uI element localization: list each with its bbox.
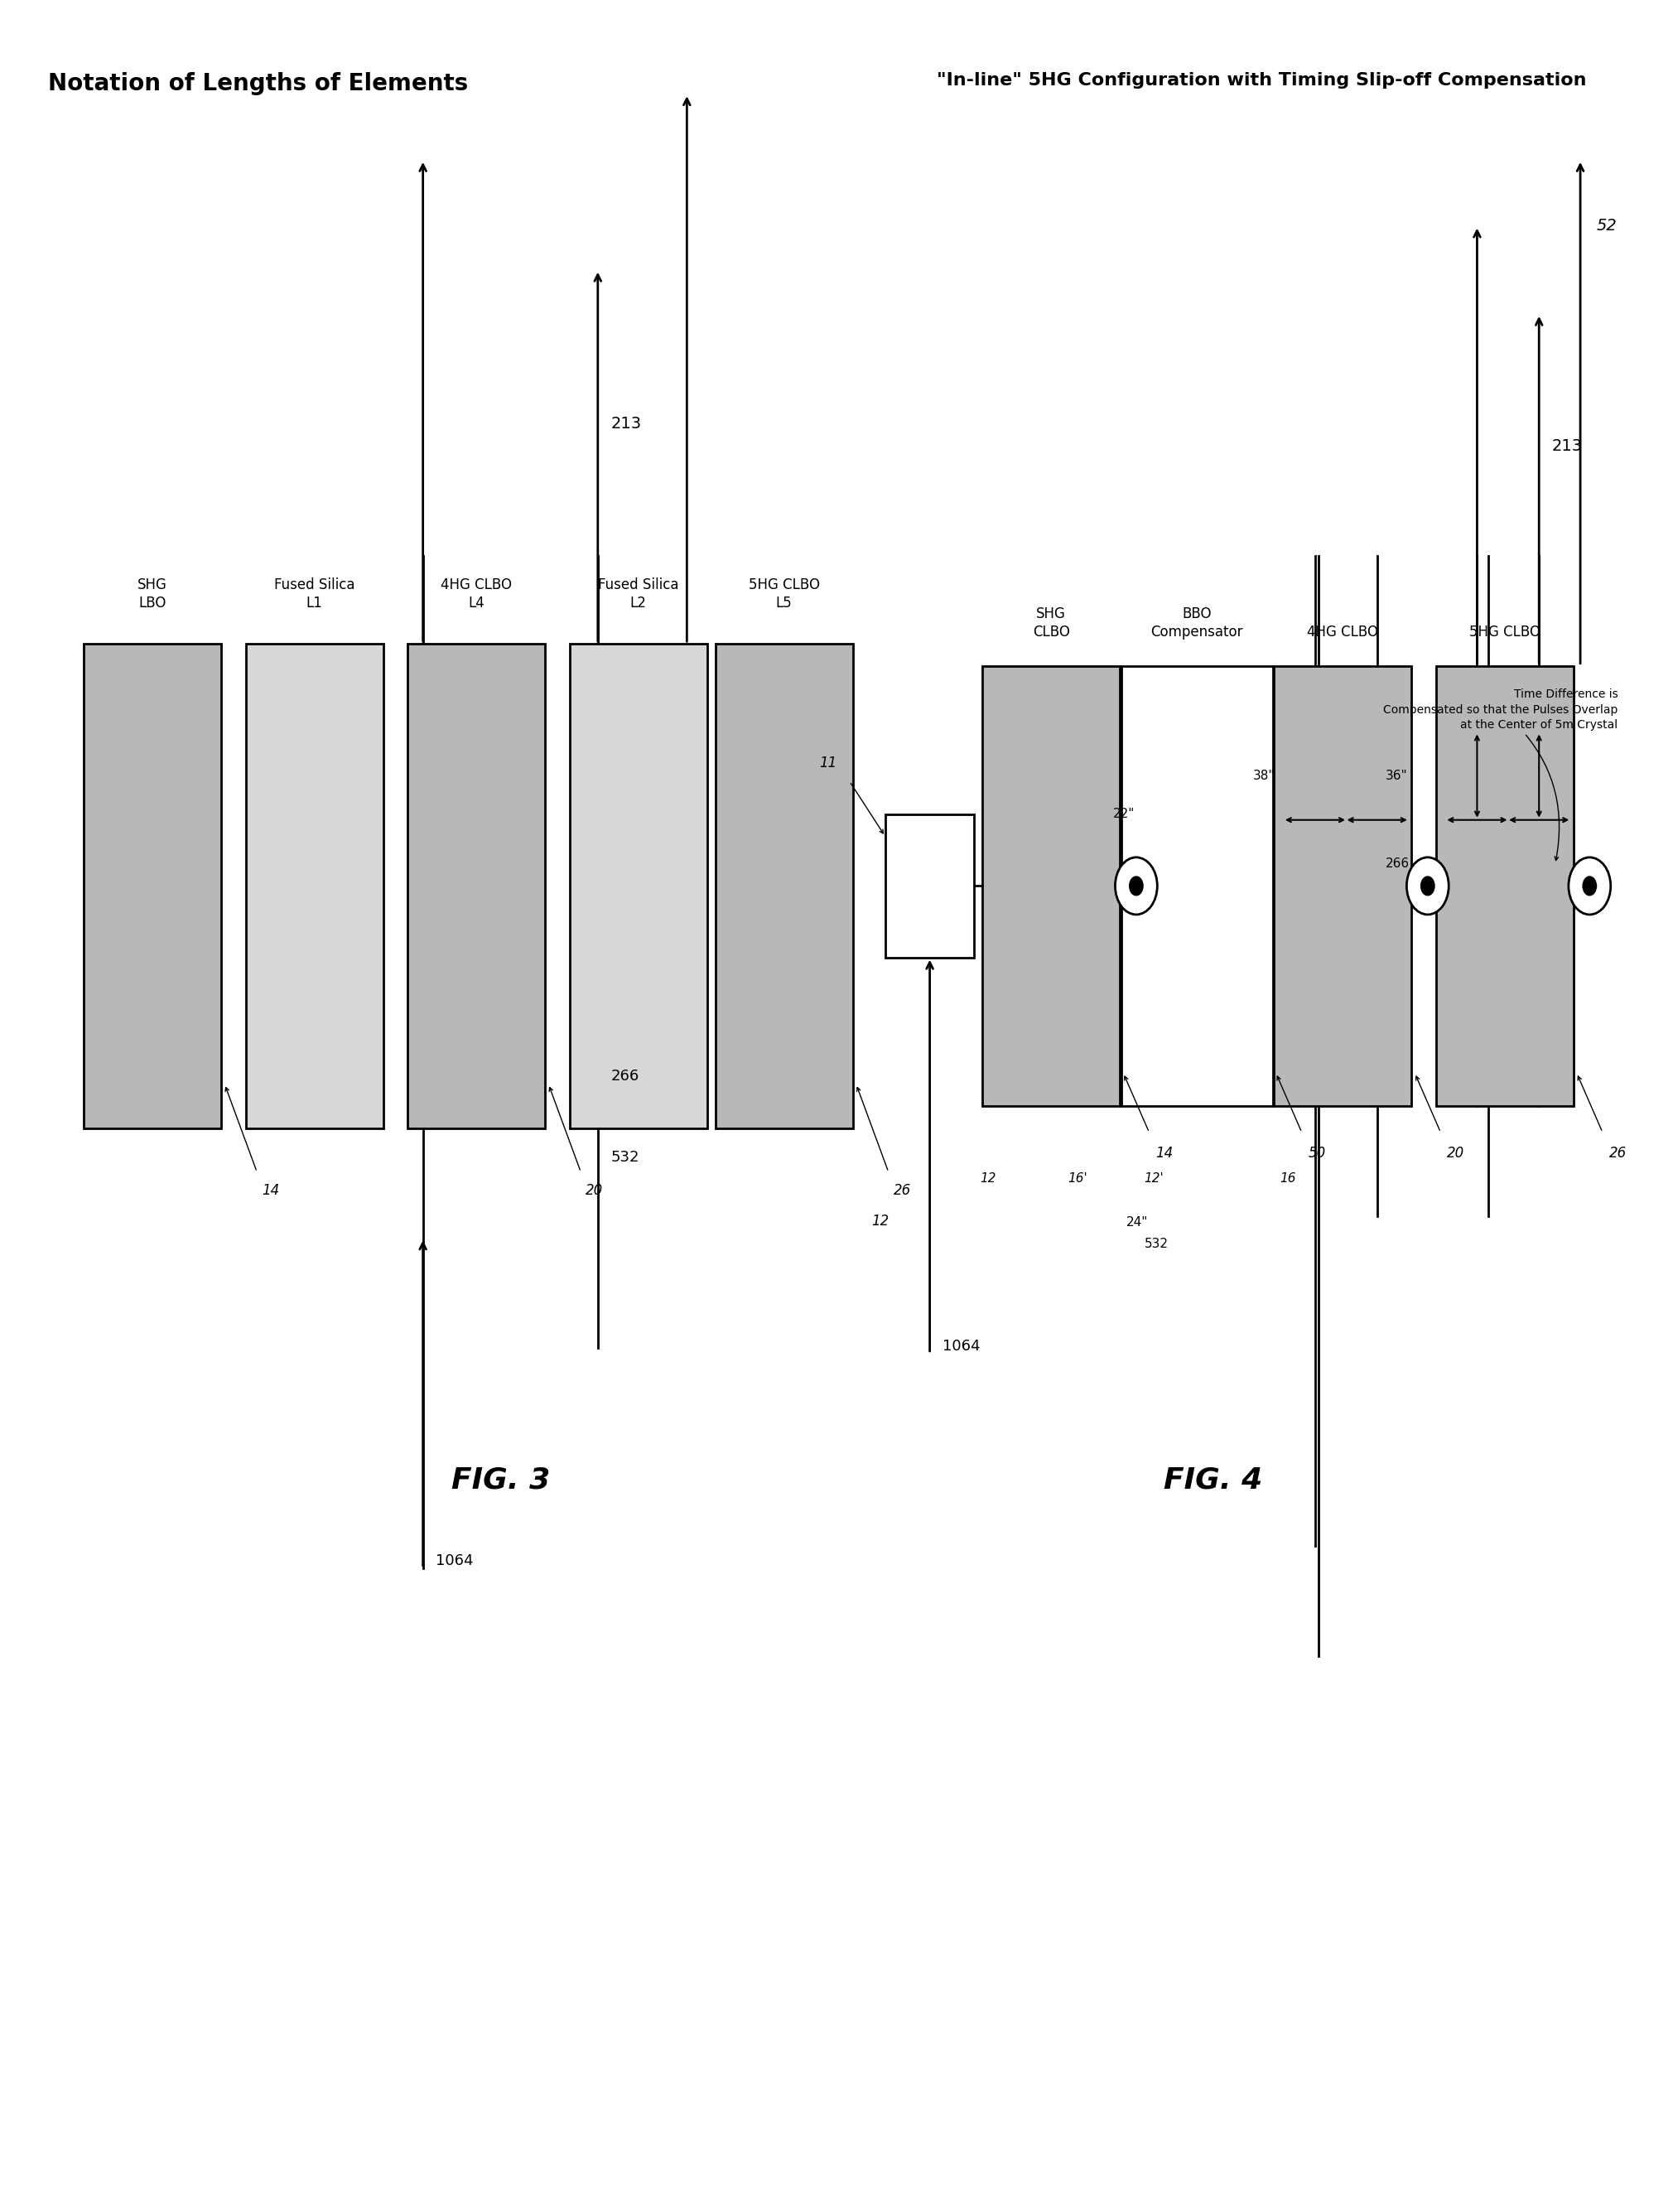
Text: BBO
Compensator: BBO Compensator — [1151, 606, 1243, 639]
Bar — [569, 644, 708, 1128]
Bar — [246, 644, 383, 1128]
Text: 266: 266 — [611, 1068, 639, 1084]
Text: 38": 38" — [1253, 770, 1275, 783]
Text: 20: 20 — [1447, 1146, 1466, 1161]
Text: 36": 36" — [1385, 770, 1407, 783]
Text: Time Difference is
Compensated so that the Pulses Overlap
at the Center of 5m Cr: Time Difference is Compensated so that t… — [1384, 688, 1618, 860]
Text: 1064: 1064 — [437, 1553, 473, 1568]
Text: 20: 20 — [586, 1183, 604, 1199]
Bar — [982, 666, 1119, 1106]
Text: 52: 52 — [1596, 219, 1618, 234]
Text: 5HG CLBO: 5HG CLBO — [1469, 624, 1541, 639]
Text: 5HG CLBO
L5: 5HG CLBO L5 — [748, 577, 820, 611]
Text: "In-line" 5HG Configuration with Timing Slip-off Compensation: "In-line" 5HG Configuration with Timing … — [937, 71, 1586, 88]
Circle shape — [1420, 876, 1435, 896]
Circle shape — [1129, 876, 1144, 896]
Text: 16': 16' — [1067, 1172, 1087, 1183]
Text: 14: 14 — [261, 1183, 279, 1199]
Text: 266: 266 — [1385, 858, 1409, 869]
Bar — [885, 814, 974, 958]
Text: 4HG CLBO: 4HG CLBO — [1307, 624, 1379, 639]
Text: 4HG CLBO
L4: 4HG CLBO L4 — [440, 577, 512, 611]
Bar — [84, 644, 221, 1128]
Text: 532: 532 — [611, 1150, 639, 1166]
Text: 1064: 1064 — [942, 1338, 980, 1354]
Text: 532: 532 — [1144, 1239, 1168, 1250]
Circle shape — [1116, 858, 1158, 914]
Text: 22": 22" — [1113, 807, 1134, 821]
Text: Fused Silica
L2: Fused Silica L2 — [597, 577, 679, 611]
Text: 12: 12 — [980, 1172, 995, 1183]
Text: 12: 12 — [872, 1214, 890, 1230]
Text: 12': 12' — [1144, 1172, 1164, 1183]
Bar — [1273, 666, 1412, 1106]
Text: FIG. 3: FIG. 3 — [452, 1467, 550, 1493]
Circle shape — [1583, 876, 1598, 896]
Text: 14: 14 — [1156, 1146, 1173, 1161]
Bar — [1435, 666, 1573, 1106]
Text: Notation of Lengths of Elements: Notation of Lengths of Elements — [49, 71, 468, 95]
Circle shape — [1569, 858, 1611, 914]
Text: 213: 213 — [611, 416, 641, 431]
Text: 213: 213 — [1553, 438, 1583, 453]
Text: SHG
LBO: SHG LBO — [137, 577, 167, 611]
Circle shape — [1407, 858, 1449, 914]
Text: 26: 26 — [1609, 1146, 1626, 1161]
Text: Fused Silica
L1: Fused Silica L1 — [274, 577, 355, 611]
Text: 50: 50 — [1308, 1146, 1327, 1161]
Text: SHG
CLBO: SHG CLBO — [1032, 606, 1069, 639]
Bar — [408, 644, 545, 1128]
Text: 26: 26 — [893, 1183, 910, 1199]
Text: FIG. 4: FIG. 4 — [1164, 1467, 1263, 1493]
Text: 11: 11 — [820, 757, 836, 770]
Text: 24": 24" — [1126, 1217, 1148, 1228]
Bar — [1121, 666, 1273, 1106]
Bar — [714, 644, 853, 1128]
Text: 16: 16 — [1280, 1172, 1295, 1183]
